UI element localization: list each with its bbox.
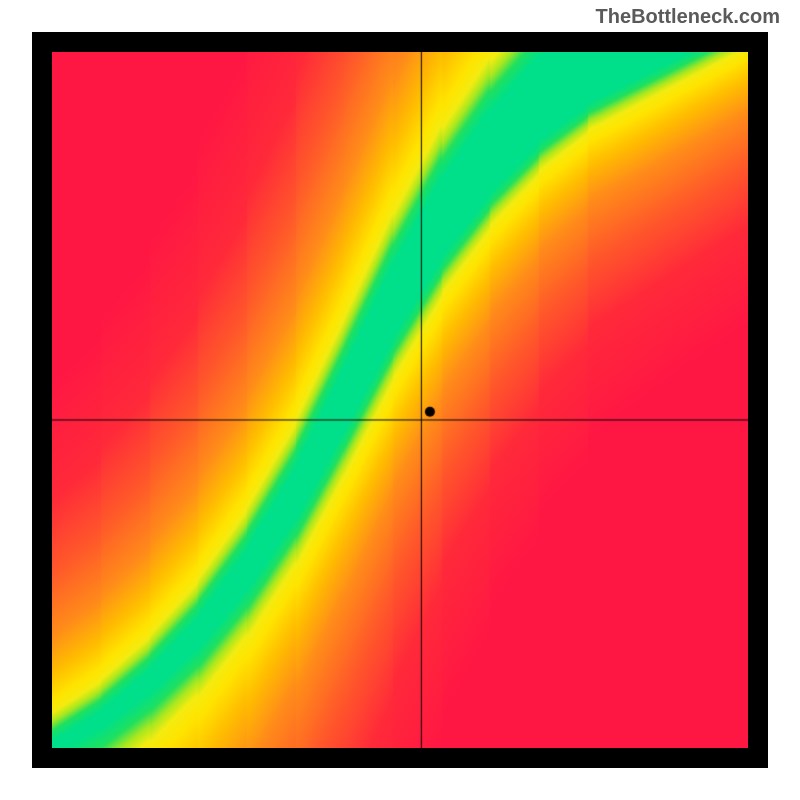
watermark-text: TheBottleneck.com xyxy=(596,6,780,29)
plot-area xyxy=(52,52,748,748)
bottleneck-heatmap xyxy=(32,32,768,768)
heatmap-canvas xyxy=(52,52,748,748)
